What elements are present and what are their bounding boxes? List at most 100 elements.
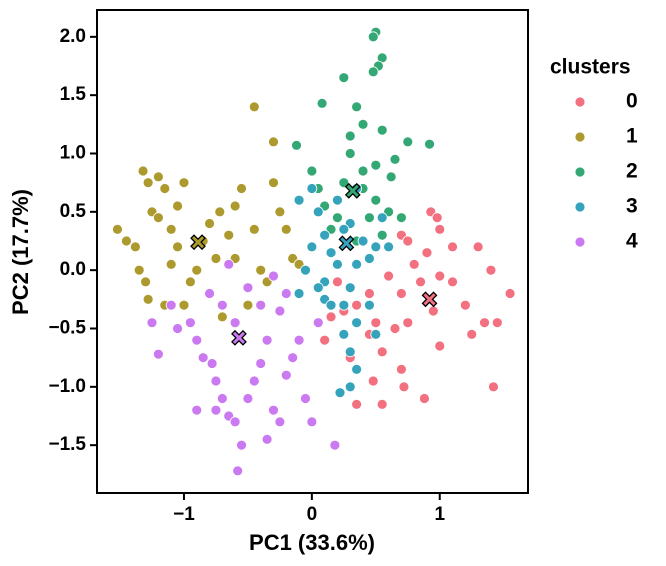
point xyxy=(367,66,379,78)
point xyxy=(332,276,343,288)
point xyxy=(319,334,331,346)
point xyxy=(491,317,503,329)
point xyxy=(152,212,164,224)
y-tick-label: 2.0 xyxy=(60,26,86,47)
point xyxy=(329,439,341,451)
point xyxy=(370,241,382,253)
point xyxy=(402,317,414,329)
y-tick-label: −1.5 xyxy=(48,434,86,455)
point xyxy=(319,229,331,241)
x-tick-label: 0 xyxy=(307,504,318,525)
point xyxy=(434,270,446,282)
point xyxy=(184,276,196,288)
x-tick-label: −1 xyxy=(173,504,195,525)
point xyxy=(338,72,350,84)
point xyxy=(159,183,171,194)
point xyxy=(364,288,375,299)
point xyxy=(332,212,343,224)
point xyxy=(165,223,177,235)
point xyxy=(210,375,222,387)
point xyxy=(395,288,407,299)
point xyxy=(152,348,164,360)
point xyxy=(261,334,273,346)
point xyxy=(293,194,305,206)
point xyxy=(184,317,196,329)
point xyxy=(472,241,484,253)
centroid xyxy=(190,234,206,251)
y-tick-label: 0.5 xyxy=(60,201,87,222)
point xyxy=(376,398,388,410)
point xyxy=(376,229,388,241)
legend-marker xyxy=(574,166,586,178)
legend-label: 0 xyxy=(626,90,638,113)
point xyxy=(178,177,190,189)
point xyxy=(142,177,154,189)
point xyxy=(300,264,311,276)
point xyxy=(172,241,183,253)
point xyxy=(248,223,260,235)
point xyxy=(351,258,363,270)
point xyxy=(385,171,397,183)
point xyxy=(121,235,132,247)
point xyxy=(287,352,299,364)
point xyxy=(255,358,267,369)
point xyxy=(204,218,215,229)
point xyxy=(427,305,439,317)
point xyxy=(389,153,401,165)
point xyxy=(402,136,414,148)
legend-marker xyxy=(574,201,586,213)
point xyxy=(424,138,435,150)
point xyxy=(242,282,254,294)
point xyxy=(261,433,273,445)
point xyxy=(133,264,145,276)
point xyxy=(191,334,203,346)
point xyxy=(293,334,305,346)
point xyxy=(338,299,350,311)
point xyxy=(223,258,235,270)
legend-label: 1 xyxy=(626,125,638,148)
point xyxy=(434,340,446,352)
point xyxy=(431,212,443,224)
point xyxy=(306,183,318,194)
x-tick-label: 1 xyxy=(434,504,445,525)
point xyxy=(376,346,388,358)
point xyxy=(402,235,414,247)
point xyxy=(357,118,369,130)
centroid xyxy=(344,182,361,199)
point xyxy=(274,206,286,218)
point xyxy=(210,253,222,264)
point xyxy=(242,393,254,404)
legend-label: 3 xyxy=(626,195,638,218)
point xyxy=(351,363,363,375)
legend-label: 4 xyxy=(626,230,638,253)
point xyxy=(415,276,426,288)
point xyxy=(214,206,226,218)
point xyxy=(268,136,279,148)
point xyxy=(364,299,375,311)
point xyxy=(479,317,490,329)
point xyxy=(364,212,375,224)
point xyxy=(325,299,337,311)
y-tick-label: 1.0 xyxy=(60,143,86,164)
point xyxy=(338,223,350,235)
point xyxy=(332,258,343,270)
point xyxy=(216,393,228,404)
legend-label: 2 xyxy=(626,160,638,183)
point xyxy=(152,171,164,183)
point xyxy=(191,264,203,276)
point xyxy=(229,317,241,329)
point xyxy=(367,375,379,387)
point xyxy=(178,299,190,311)
point xyxy=(334,387,346,399)
point xyxy=(344,130,356,142)
point xyxy=(300,393,311,404)
point xyxy=(338,177,350,189)
point xyxy=(398,381,410,393)
point xyxy=(112,223,123,235)
plot-frame xyxy=(96,9,529,494)
point xyxy=(197,352,209,364)
point xyxy=(229,416,241,428)
point xyxy=(140,276,151,288)
point xyxy=(242,299,254,311)
